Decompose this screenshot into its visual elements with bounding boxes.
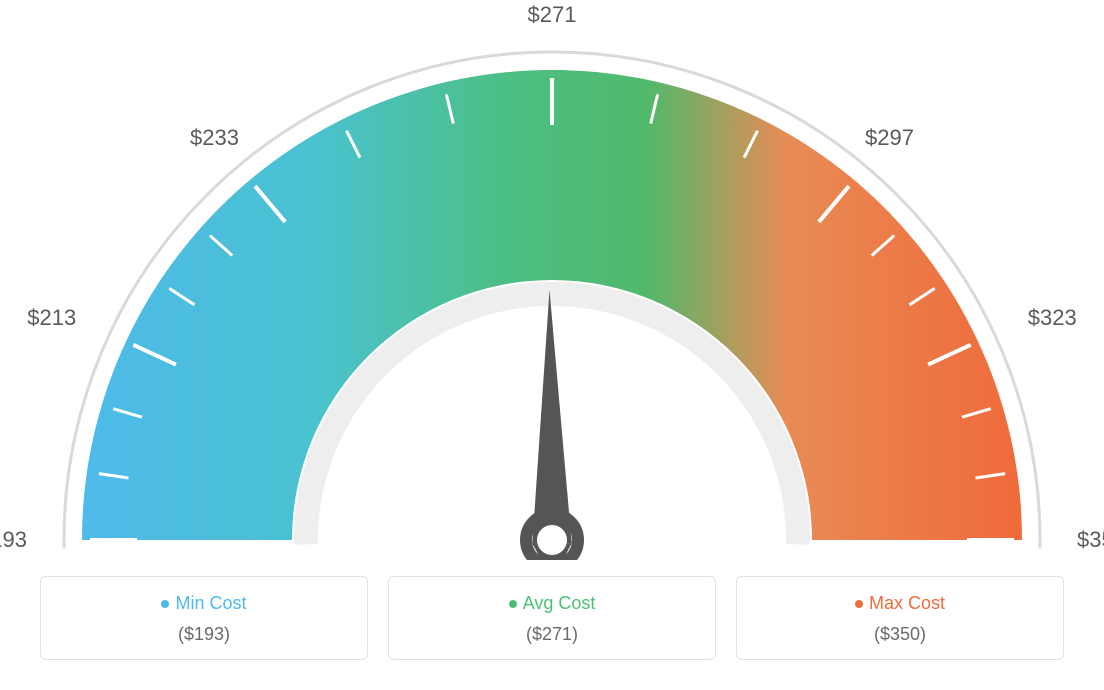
svg-text:$297: $297 <box>865 125 914 150</box>
svg-text:$350: $350 <box>1077 527 1104 552</box>
cost-gauge-container: $193 $213 $233 $271 $297 $323 $350 Min Cost ($… <box>0 0 1104 690</box>
svg-text:$271: $271 <box>528 2 577 27</box>
legend-dot-avg <box>509 600 517 608</box>
legend-label-avg: Avg Cost <box>523 593 596 613</box>
svg-text:$193: $193 <box>0 527 27 552</box>
svg-text:$233: $233 <box>190 125 239 150</box>
gauge-chart: $193 $213 $233 $271 $297 $323 $350 <box>0 0 1104 560</box>
legend-title-max: Max Cost <box>747 593 1053 614</box>
svg-text:$213: $213 <box>27 305 76 330</box>
legend-title-avg: Avg Cost <box>399 593 705 614</box>
legend-dot-max <box>855 600 863 608</box>
legend-dot-min <box>161 600 169 608</box>
svg-text:$323: $323 <box>1028 305 1077 330</box>
legend-title-min: Min Cost <box>51 593 357 614</box>
legend-row: Min Cost ($193) Avg Cost ($271) Max Cost… <box>40 576 1064 660</box>
legend-card-avg: Avg Cost ($271) <box>388 576 716 660</box>
legend-label-min: Min Cost <box>175 593 246 613</box>
legend-value-avg: ($271) <box>399 624 705 645</box>
legend-value-max: ($350) <box>747 624 1053 645</box>
legend-card-min: Min Cost ($193) <box>40 576 368 660</box>
legend-card-max: Max Cost ($350) <box>736 576 1064 660</box>
legend-label-max: Max Cost <box>869 593 945 613</box>
legend-value-min: ($193) <box>51 624 357 645</box>
